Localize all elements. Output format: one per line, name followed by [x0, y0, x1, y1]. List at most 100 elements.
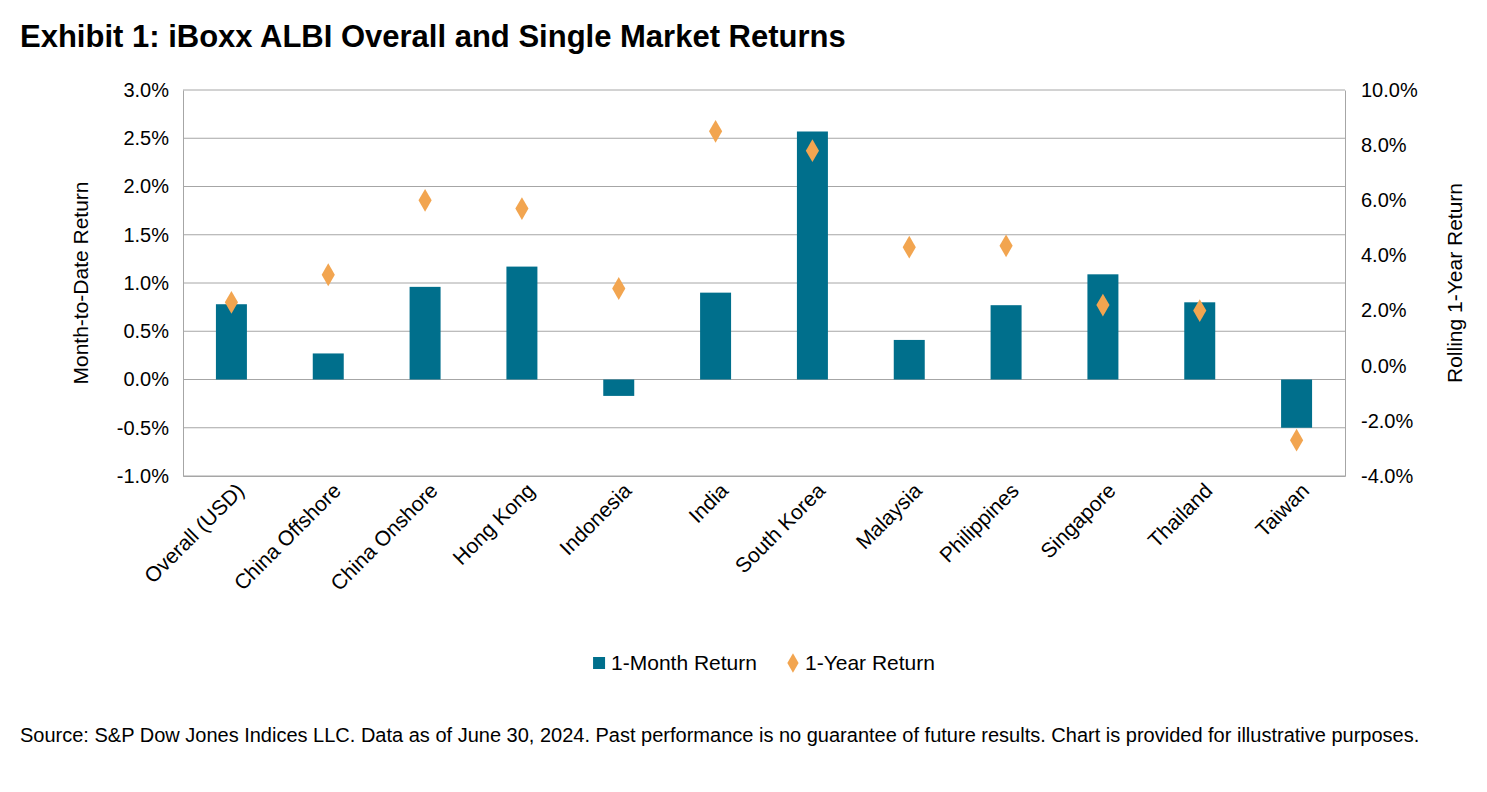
- bar: [603, 380, 634, 396]
- tick-label: -0.5%: [117, 417, 169, 439]
- tick-label: 2.0%: [1361, 299, 1407, 321]
- tick: 8.0%: [1345, 134, 1407, 156]
- legend-item: 1-Year Return: [787, 651, 935, 674]
- tick-label: Hong Kong: [448, 479, 539, 570]
- grid-line: [183, 427, 1345, 428]
- bar: [216, 304, 247, 379]
- tick-label: 1.0%: [123, 272, 169, 294]
- marker: [709, 120, 722, 143]
- grid-line: [183, 90, 1345, 91]
- tick: 2.5%: [123, 127, 183, 149]
- grid-line: [183, 283, 1345, 284]
- tick: Singapore: [1036, 476, 1120, 563]
- axis-line: [184, 476, 1346, 477]
- bar: [894, 340, 925, 380]
- tick: 2.0%: [123, 175, 183, 197]
- tick: 1.0%: [123, 272, 183, 294]
- bar: [410, 287, 441, 380]
- grid: [183, 90, 1345, 476]
- grid-line: [183, 234, 1345, 235]
- marker: [1290, 429, 1303, 452]
- y2-axis: -4.0% -2.0% 0.0% 2.0% 4.0% 6.0% 8.0% 10.0%: [1345, 79, 1418, 487]
- legend-label: 1-Year Return: [805, 651, 935, 674]
- tick: -2.0%: [1345, 410, 1413, 432]
- grid-line: [183, 331, 1345, 332]
- marker: [1000, 234, 1013, 257]
- marker: [322, 263, 335, 286]
- tick-label: 2.5%: [123, 127, 169, 149]
- axis-line: [183, 91, 184, 477]
- tick: -0.5%: [117, 417, 183, 439]
- bar: [313, 353, 344, 379]
- legend: 1-Month Return 1-Year Return: [593, 651, 935, 674]
- tick-label: China Onshore: [326, 479, 442, 595]
- marker: [1096, 294, 1109, 317]
- tick: Malaysia: [851, 476, 926, 553]
- tick: 0.0%: [1345, 355, 1407, 377]
- grid-line: [183, 186, 1345, 187]
- tick-label: 3.0%: [123, 79, 169, 101]
- bar: [506, 267, 537, 380]
- tick-label: Malaysia: [851, 478, 926, 553]
- tick-label: 10.0%: [1361, 79, 1418, 101]
- marker: [419, 189, 432, 212]
- source-note: Source: S&P Dow Jones Indices LLC. Data …: [20, 722, 1460, 749]
- y-axis: -1.0% -0.5% 0.0% 0.5% 1.0% 1.5% 2.0% 2.5% 3.0%: [117, 79, 184, 487]
- tick: 6.0%: [1345, 189, 1407, 211]
- legend-item: 1-Month Return: [593, 651, 757, 674]
- legend-swatch: [787, 653, 798, 673]
- axis-line: [1345, 91, 1346, 477]
- tick: Indonesia: [555, 476, 636, 559]
- tick-label: Taiwan: [1251, 479, 1313, 541]
- tick-label: 1.5%: [123, 224, 169, 246]
- tick: Overall (USD): [140, 476, 249, 587]
- chart: Exhibit 1: iBoxx ALBI Overall and Single…: [0, 0, 1487, 792]
- bar: [700, 293, 731, 380]
- legend-swatch: [593, 657, 605, 669]
- x-axis: Overall (USD)China OffshoreChina Onshore…: [140, 476, 1346, 595]
- tick-label: 2.0%: [123, 175, 169, 197]
- tick: Taiwan: [1251, 476, 1313, 541]
- tick: 3.0%: [123, 79, 183, 101]
- marker: [612, 277, 625, 300]
- marker: [1193, 299, 1206, 322]
- tick: 0.0%: [123, 368, 183, 390]
- tick: South Korea: [730, 476, 829, 577]
- tick: China Onshore: [326, 476, 442, 595]
- tick-label: India: [684, 478, 733, 527]
- chart-title: Exhibit 1: iBoxx ALBI Overall and Single…: [20, 19, 846, 54]
- tick: 4.0%: [1345, 244, 1407, 266]
- tick-label: Thailand: [1143, 479, 1216, 552]
- grid-line: [183, 476, 1345, 477]
- tick: -4.0%: [1345, 465, 1413, 487]
- bar: [1087, 274, 1118, 379]
- y-axis-title: Month-to-Date Return: [69, 181, 92, 384]
- grid-line: [183, 379, 1345, 380]
- tick: Philippines: [935, 476, 1023, 567]
- tick-label: 4.0%: [1361, 244, 1407, 266]
- tick: Thailand: [1143, 476, 1216, 552]
- tick-label: 0.0%: [1361, 355, 1407, 377]
- tick-label: Singapore: [1036, 479, 1120, 563]
- tick-label: -4.0%: [1361, 465, 1413, 487]
- y2-axis-title: Rolling 1-Year Return: [1443, 183, 1466, 383]
- tick-label: Philippines: [935, 479, 1023, 567]
- tick: -1.0%: [117, 465, 183, 487]
- tick-label: 8.0%: [1361, 134, 1407, 156]
- tick-label: 0.5%: [123, 320, 169, 342]
- tick-label: Overall (USD): [140, 479, 249, 588]
- legend-label: 1-Month Return: [611, 651, 757, 674]
- tick-label: South Korea: [730, 478, 829, 577]
- grid-line: [183, 138, 1345, 139]
- marker: [806, 139, 819, 162]
- marker: [515, 197, 528, 220]
- tick-label: -2.0%: [1361, 410, 1413, 432]
- tick-label: Indonesia: [555, 478, 636, 559]
- tick-label: 6.0%: [1361, 189, 1407, 211]
- tick-label: -1.0%: [117, 465, 169, 487]
- marker: [225, 291, 238, 314]
- tick: 0.5%: [123, 320, 183, 342]
- marker: [903, 236, 916, 259]
- tick: Hong Kong: [448, 476, 539, 569]
- bar: [991, 305, 1022, 379]
